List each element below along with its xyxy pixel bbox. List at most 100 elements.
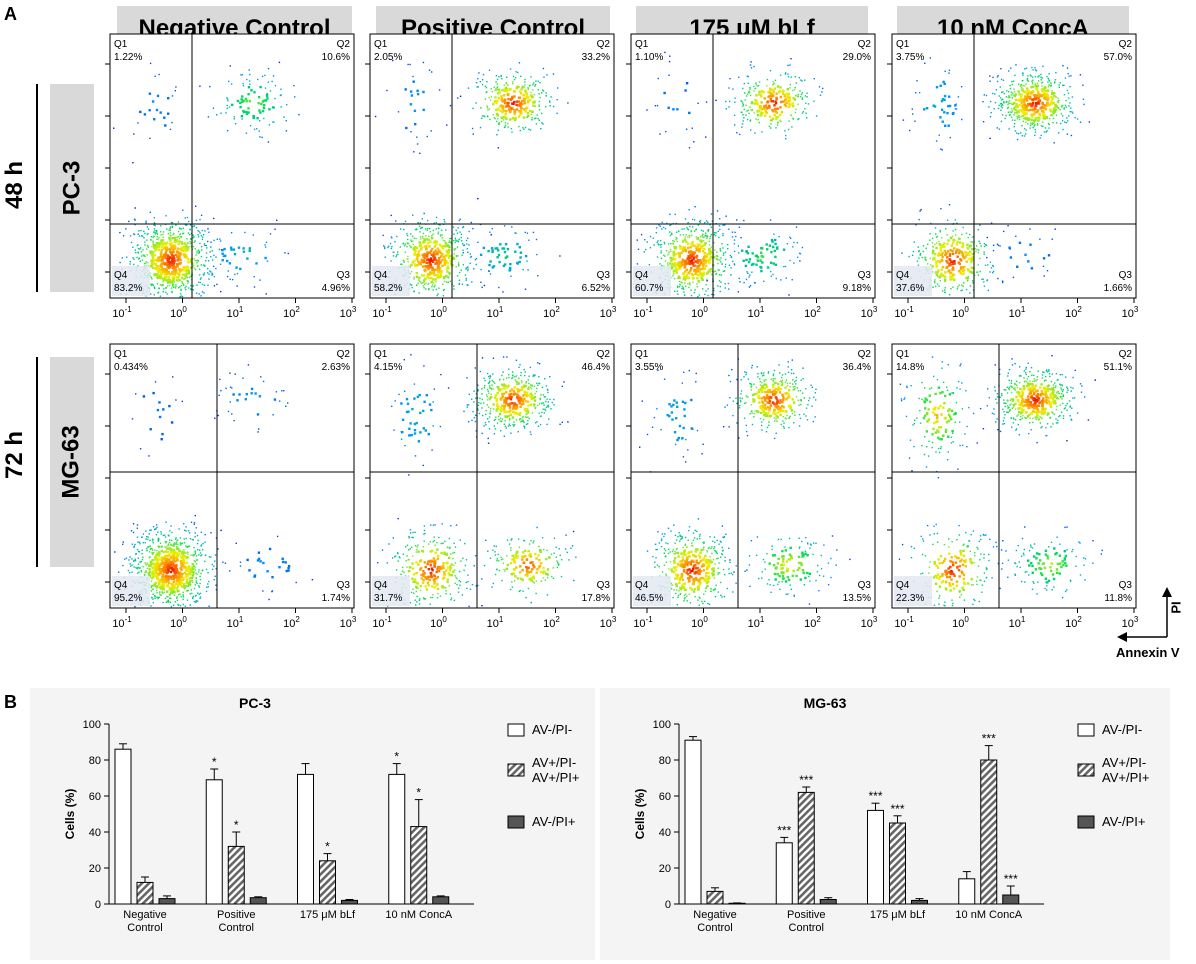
flow-event <box>293 85 295 87</box>
flow-event <box>640 233 643 236</box>
flow-event <box>701 234 703 236</box>
flow-event <box>183 542 186 544</box>
flow-event <box>957 96 960 98</box>
flow-event <box>427 267 430 271</box>
flow-event <box>1003 92 1005 95</box>
flow-event <box>167 559 171 562</box>
flow-event <box>745 258 748 262</box>
flow-event <box>517 100 520 103</box>
flow-event <box>567 421 569 423</box>
flow-event <box>172 580 175 583</box>
flow-event <box>674 252 678 256</box>
flow-event <box>773 82 776 85</box>
flow-event <box>948 95 951 98</box>
flow-event <box>195 559 198 561</box>
flow-event <box>1046 130 1048 132</box>
flow-event <box>188 571 191 574</box>
flow-event <box>168 236 171 240</box>
flow-event <box>1034 128 1036 131</box>
flow-event <box>162 236 164 238</box>
flow-event <box>181 282 183 284</box>
flow-event <box>937 254 940 257</box>
flow-event <box>775 96 778 100</box>
flow-event <box>200 572 202 575</box>
flow-event <box>268 124 271 126</box>
flow-event <box>1023 95 1027 98</box>
flow-event <box>159 586 162 589</box>
flow-event <box>975 271 978 273</box>
flow-event <box>1020 110 1023 113</box>
flow-event <box>197 234 199 236</box>
flow-event <box>935 260 938 263</box>
flow-event <box>1067 72 1069 75</box>
flow-event <box>149 556 152 558</box>
flow-event <box>515 103 518 107</box>
flow-event <box>962 226 964 229</box>
flow-event <box>432 254 435 258</box>
flow-event <box>142 542 144 544</box>
flow-event <box>158 401 161 404</box>
flow-event <box>693 291 696 294</box>
flow-event <box>964 255 968 258</box>
flow-event <box>134 560 137 562</box>
flow-event <box>541 92 543 94</box>
flow-event <box>217 414 219 417</box>
flow-event <box>423 365 425 367</box>
flow-event <box>405 397 409 401</box>
flow-event <box>1029 102 1032 106</box>
flow-event <box>705 136 707 138</box>
flow-event <box>159 274 162 277</box>
flow-event <box>180 575 184 579</box>
flow-event <box>168 542 171 544</box>
flow-event <box>169 597 171 599</box>
flow-event <box>167 569 170 572</box>
flow-event <box>169 555 173 558</box>
flow-event <box>311 579 314 581</box>
flow-event <box>743 108 745 111</box>
flow-event <box>515 404 518 407</box>
flow-event <box>170 272 173 276</box>
flow-event <box>662 226 665 229</box>
flow-event <box>698 248 701 251</box>
flow-event <box>165 246 168 249</box>
flow-event <box>171 225 174 227</box>
quadrant-label-q2: Q2 <box>597 39 611 50</box>
flow-event <box>965 260 968 263</box>
flow-event <box>694 272 697 275</box>
flow-event <box>169 570 173 574</box>
flow-event <box>784 265 787 268</box>
flow-event <box>163 288 165 290</box>
flow-event <box>1045 116 1049 119</box>
flow-event <box>1042 65 1044 67</box>
flow-event <box>489 377 491 380</box>
flow-event <box>771 108 774 112</box>
flow-event <box>159 295 162 297</box>
flow-event <box>667 243 670 245</box>
flow-event <box>1058 84 1060 86</box>
flow-event <box>162 253 166 257</box>
flow-event <box>441 264 444 267</box>
flow-event <box>138 235 141 237</box>
flow-event <box>941 237 943 239</box>
flow-event <box>934 281 936 284</box>
flow-event <box>538 105 540 108</box>
flow-event <box>523 128 525 130</box>
flow-event <box>552 73 555 75</box>
flow-event <box>688 209 690 211</box>
flow-event <box>160 225 162 227</box>
flow-event <box>467 421 470 423</box>
flow-event <box>509 268 512 271</box>
flow-event <box>446 253 449 257</box>
flow-event <box>1019 85 1022 87</box>
flow-event <box>937 260 940 263</box>
flow-event <box>779 119 781 122</box>
flow-event <box>1033 125 1035 127</box>
flow-event <box>979 242 981 244</box>
flow-event <box>790 114 792 116</box>
flow-event <box>164 256 167 260</box>
flow-event <box>197 571 200 573</box>
flow-event <box>745 95 748 97</box>
flow-event <box>185 288 187 291</box>
flow-event <box>506 255 509 258</box>
flow-event <box>721 263 723 265</box>
